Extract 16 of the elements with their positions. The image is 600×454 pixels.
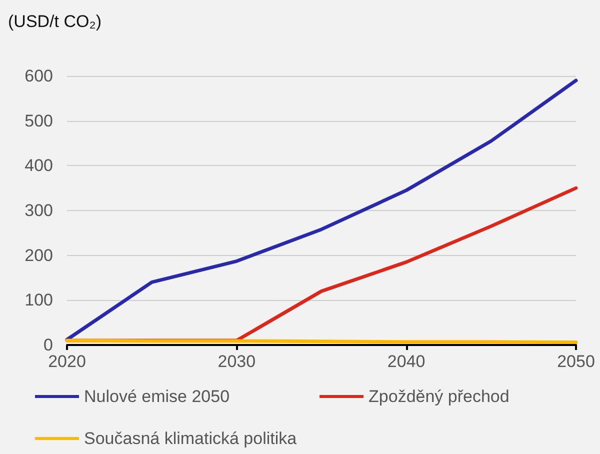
y-tick-label: 400 [24,156,53,176]
y-tick-label: 100 [24,290,53,310]
x-tick-label: 2020 [48,352,86,371]
legend-label: Současná klimatická politika [84,429,298,448]
legend-label: Nulové emise 2050 [84,387,230,406]
x-tick-label: 2040 [387,352,426,371]
y-tick-label: 0 [44,336,53,354]
legend-label: Zpožděný přechod [368,387,510,406]
x-tick-label: 2050 [557,352,595,371]
line-series [65,78,578,342]
y-tick-label: 500 [24,111,53,130]
y-tick-label: 300 [24,201,53,220]
y-tick-label: 600 [24,66,53,86]
x-tick-label: 2030 [218,352,256,371]
y-tick-label: 200 [24,246,53,265]
y-axis-title: (USD/t CO₂) [8,12,102,32]
